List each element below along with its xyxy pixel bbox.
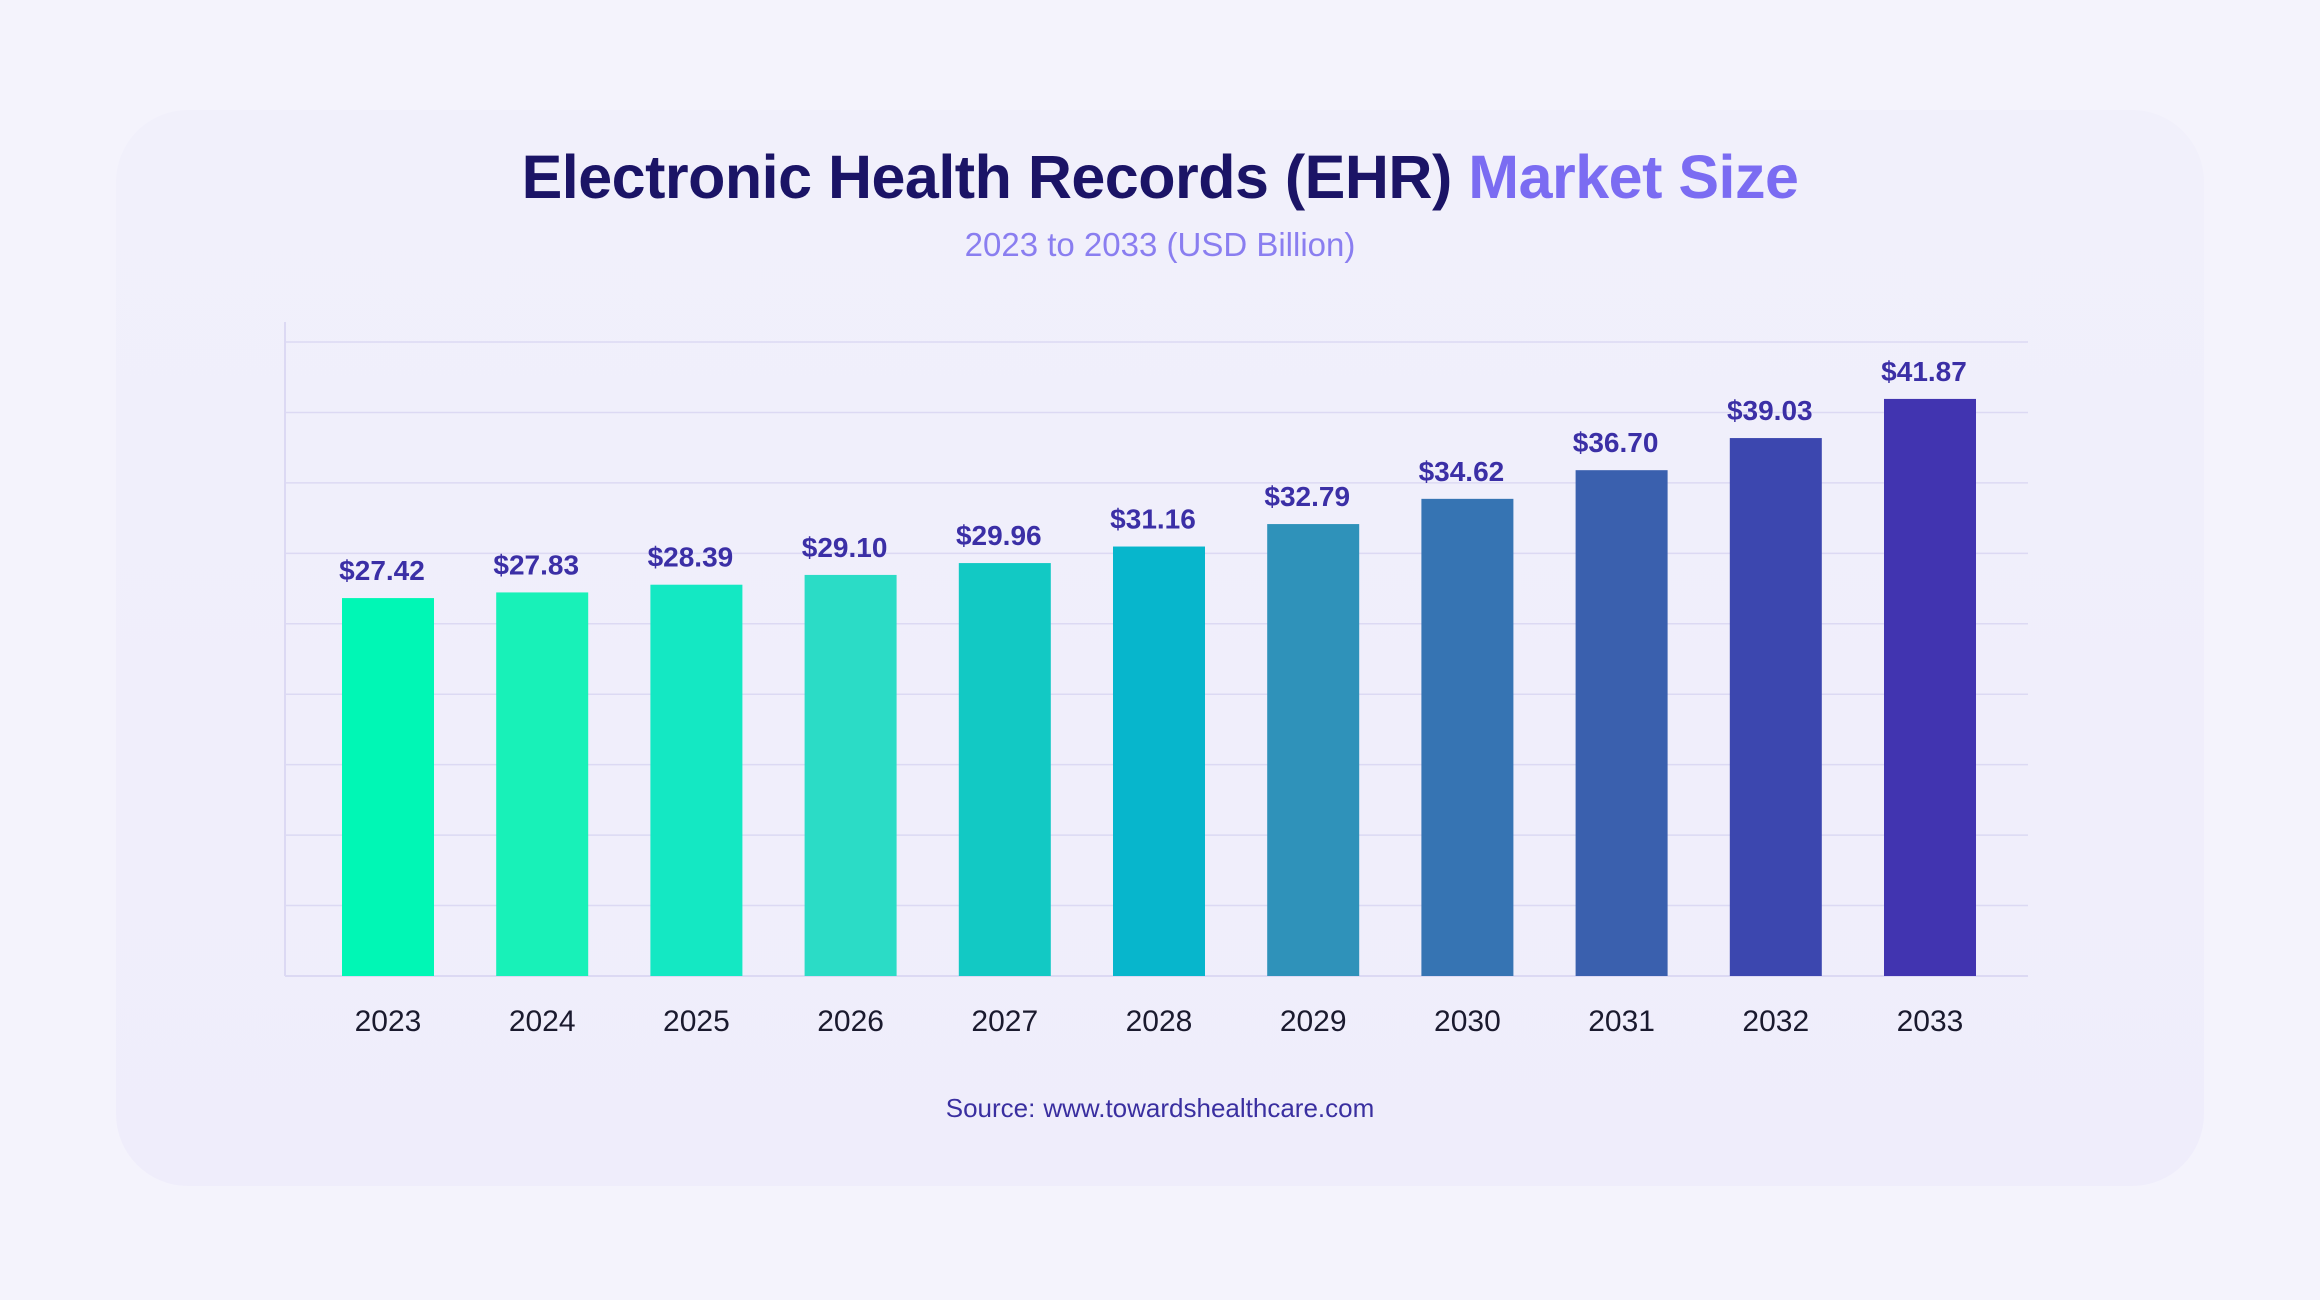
bars	[342, 398, 1976, 976]
bar-2023	[342, 598, 434, 976]
value-label-2033: $41.87	[1881, 356, 1967, 387]
value-label-2028: $31.16	[1110, 504, 1196, 535]
bar-2026	[804, 574, 897, 976]
bar-2030	[1421, 498, 1514, 976]
value-label-2027: $29.96	[956, 520, 1042, 551]
value-label-2031: $36.70	[1573, 427, 1659, 458]
x-axis-labels: 2023 2024 2025 2026 2027 2028 2029 2030 2031 2032…	[355, 1005, 1964, 1038]
x-tick-label-2032: 2032	[1742, 1005, 1809, 1038]
value-label-2030: $34.62	[1419, 456, 1505, 487]
bar-2024	[496, 592, 589, 976]
value-label-2023: $27.42	[339, 555, 425, 586]
x-tick-label-2026: 2026	[817, 1005, 884, 1038]
value-label-2029: $32.79	[1264, 481, 1350, 512]
source-label: Source:	[945, 1093, 1036, 1123]
source-note: Source: www.towardshealthcare.com	[0, 1093, 2320, 1124]
x-tick-label-2033: 2033	[1897, 1005, 1964, 1038]
value-label-2025: $28.39	[648, 542, 734, 573]
bar-2032	[1729, 438, 1822, 976]
title-accent: Market Size	[1468, 143, 1799, 211]
value-labels: $27.42 $27.83 $28.39 $29.10 $29.96 $31.16 $32.…	[339, 356, 1967, 586]
source-link[interactable]: www.towardshealthcare.com	[1043, 1093, 1375, 1123]
chart-subtitle: 2023 to 2033 (USD Billion)	[964, 226, 1356, 263]
x-tick-label-2025: 2025	[663, 1005, 730, 1038]
x-tick-label-2024: 2024	[509, 1005, 576, 1038]
x-tick-label-2030: 2030	[1434, 1005, 1501, 1038]
bar-2027	[958, 563, 1051, 976]
x-tick-label-2031: 2031	[1588, 1005, 1655, 1038]
x-tick-label-2028: 2028	[1126, 1005, 1193, 1038]
bar-2031	[1575, 470, 1668, 976]
value-label-2024: $27.83	[493, 549, 579, 580]
bar-2025	[650, 584, 743, 976]
bar-2028	[1113, 546, 1205, 976]
bar-2033	[1884, 398, 1976, 976]
value-label-2032: $39.03	[1727, 395, 1813, 426]
chart-title: Electronic Health Records (EHR) Market S…	[0, 142, 2320, 212]
x-tick-label-2023: 2023	[355, 1005, 422, 1038]
x-tick-label-2029: 2029	[1280, 1005, 1347, 1038]
x-tick-label-2027: 2027	[971, 1005, 1038, 1038]
bar-2029	[1267, 524, 1360, 976]
title-main: Electronic Health Records (EHR)	[521, 143, 1453, 211]
value-label-2026: $29.10	[802, 532, 888, 563]
